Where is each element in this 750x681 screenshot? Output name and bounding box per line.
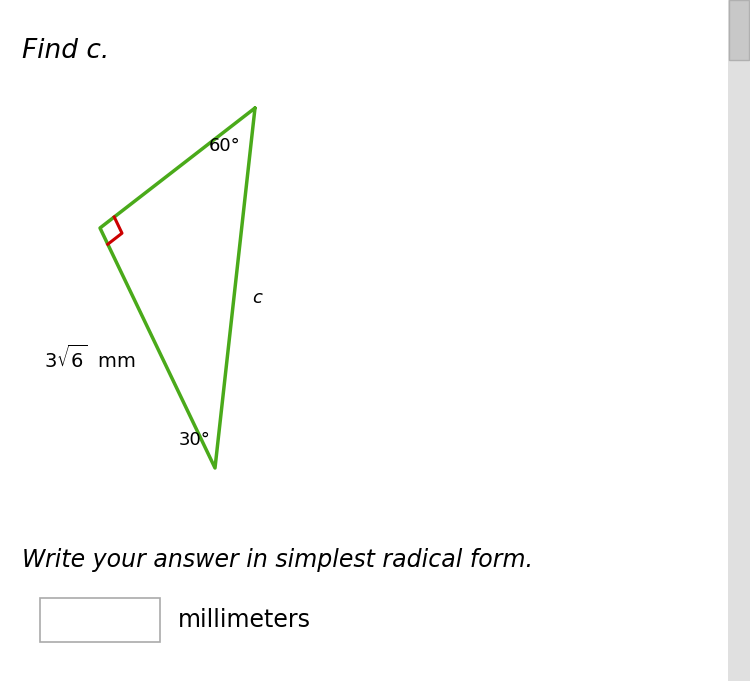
Bar bbox=[729, 0, 749, 60]
Bar bbox=[728, 0, 750, 681]
Text: c: c bbox=[252, 289, 262, 307]
Text: 30°: 30° bbox=[179, 431, 211, 449]
Text: Find c.: Find c. bbox=[22, 38, 110, 64]
Text: 60°: 60° bbox=[209, 137, 241, 155]
Text: Write your answer in simplest radical form.: Write your answer in simplest radical fo… bbox=[22, 548, 533, 572]
Text: $3\sqrt{6}$  mm: $3\sqrt{6}$ mm bbox=[44, 345, 136, 372]
Bar bbox=[40, 598, 160, 642]
Text: millimeters: millimeters bbox=[178, 608, 311, 632]
